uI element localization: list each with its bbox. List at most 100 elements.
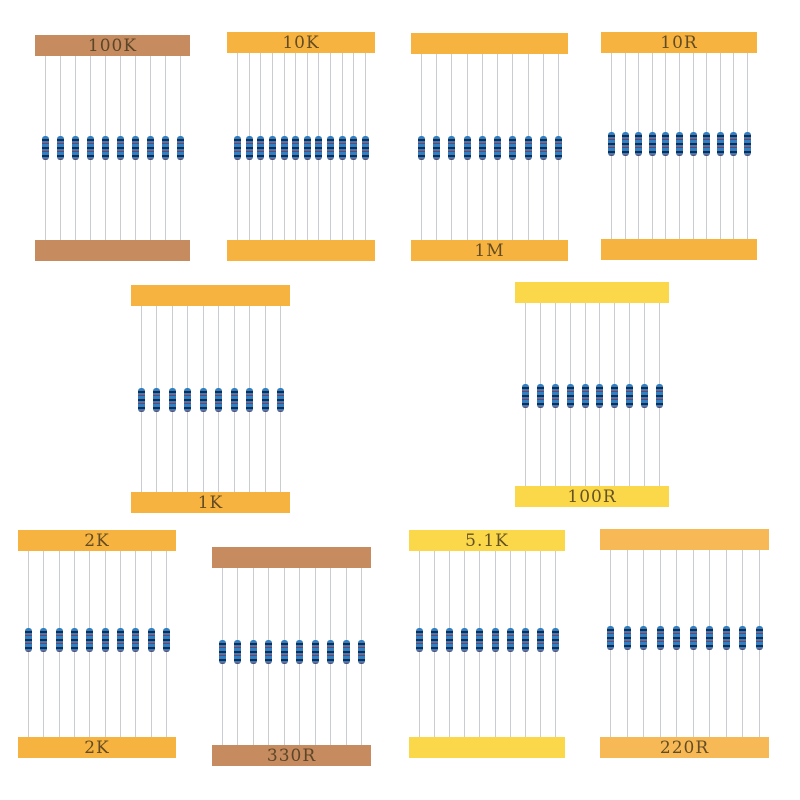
- resistor: [25, 628, 32, 652]
- tape-top: [212, 547, 371, 568]
- resistor: [566, 384, 574, 408]
- resistor: [261, 388, 269, 412]
- resistor: [265, 640, 273, 664]
- resistor: [635, 132, 643, 156]
- resistor: [722, 626, 730, 650]
- resistor: [524, 136, 532, 160]
- resistor: [739, 626, 747, 650]
- tape-top: 10R: [601, 32, 757, 53]
- resistor-packet-100r: 100R: [515, 282, 669, 507]
- resistor: [478, 136, 486, 160]
- resistor: [296, 640, 304, 664]
- resistor: [219, 640, 226, 664]
- value-label: 100K: [87, 35, 138, 56]
- tape-top: 10K: [227, 32, 375, 53]
- resistor: [476, 628, 484, 652]
- tape-bottom: [35, 240, 190, 261]
- value-label: 2K: [84, 737, 110, 758]
- resistor: [656, 626, 664, 650]
- resistor: [147, 136, 154, 160]
- resistor-packet-10r: 10R: [601, 32, 757, 260]
- resistor: [342, 640, 350, 664]
- resistor: [536, 384, 544, 408]
- resistor: [716, 132, 724, 156]
- tape-bottom: [409, 737, 565, 758]
- resistor: [234, 640, 242, 664]
- tape-bottom: 1K: [131, 492, 290, 513]
- resistor: [292, 136, 300, 160]
- resistor-packet-220r: 220R: [600, 529, 769, 758]
- resistor: [689, 132, 697, 156]
- resistor: [184, 388, 192, 412]
- resistor: [311, 640, 319, 664]
- resistor: [102, 136, 109, 160]
- resistor: [117, 628, 124, 652]
- resistor: [756, 626, 763, 650]
- resistor: [656, 384, 663, 408]
- resistor: [132, 628, 140, 652]
- resistor: [230, 388, 238, 412]
- resistor: [448, 136, 456, 160]
- resistor: [177, 136, 184, 160]
- resistor: [494, 136, 502, 160]
- resistor: [303, 136, 311, 160]
- value-label: 5.1K: [465, 530, 509, 551]
- tape-top: 5.1K: [409, 530, 565, 551]
- resistor-packet-2k: 2K 2K: [18, 530, 176, 758]
- resistor-packet-1k: 1K: [131, 285, 290, 513]
- resistor: [327, 640, 335, 664]
- resistor: [623, 626, 631, 650]
- resistor: [268, 136, 276, 160]
- resistor: [608, 132, 615, 156]
- resistor: [744, 132, 751, 156]
- resistor: [101, 628, 109, 652]
- resistor: [416, 628, 423, 652]
- resistor: [581, 384, 589, 408]
- resistor: [280, 640, 288, 664]
- resistor: [42, 136, 49, 160]
- resistor: [446, 628, 454, 652]
- resistor-packet-100k: 100K: [35, 35, 190, 261]
- resistor: [277, 388, 284, 412]
- resistor-packet-5-1k: 5.1K: [409, 530, 565, 758]
- tape-top: [600, 529, 769, 550]
- resistor: [72, 136, 79, 160]
- resistor: [536, 628, 544, 652]
- tape-top: 100K: [35, 35, 190, 56]
- resistor: [648, 132, 656, 156]
- resistor: [640, 626, 648, 650]
- resistor: [522, 384, 529, 408]
- resistor: [215, 388, 223, 412]
- tape-bottom: 330R: [212, 745, 371, 766]
- resistor: [168, 388, 176, 412]
- resistor: [57, 136, 64, 160]
- resistor: [662, 132, 670, 156]
- resistor: [552, 628, 559, 652]
- tape-top: [515, 282, 669, 303]
- resistor: [327, 136, 335, 160]
- resistor: [433, 136, 441, 160]
- resistor: [509, 136, 517, 160]
- resistor: [706, 626, 714, 650]
- resistor: [55, 628, 63, 652]
- resistor: [138, 388, 145, 412]
- resistor: [491, 628, 499, 652]
- resistor: [249, 640, 257, 664]
- tape-bottom: [601, 239, 757, 260]
- resistor: [132, 136, 139, 160]
- resistor: [71, 628, 78, 652]
- value-label: 220R: [659, 737, 710, 758]
- tape-top: 2K: [18, 530, 176, 551]
- value-label: 100R: [567, 486, 617, 507]
- resistor: [153, 388, 161, 412]
- resistor-packet-10k: 10K: [227, 32, 375, 261]
- resistor: [607, 626, 614, 650]
- resistor: [147, 628, 155, 652]
- resistor: [117, 136, 124, 160]
- resistor: [730, 132, 738, 156]
- resistor: [418, 136, 425, 160]
- resistor-packet-330r: 330R: [212, 547, 371, 766]
- resistor: [521, 628, 529, 652]
- tape-top: [131, 285, 290, 306]
- resistor: [162, 136, 169, 160]
